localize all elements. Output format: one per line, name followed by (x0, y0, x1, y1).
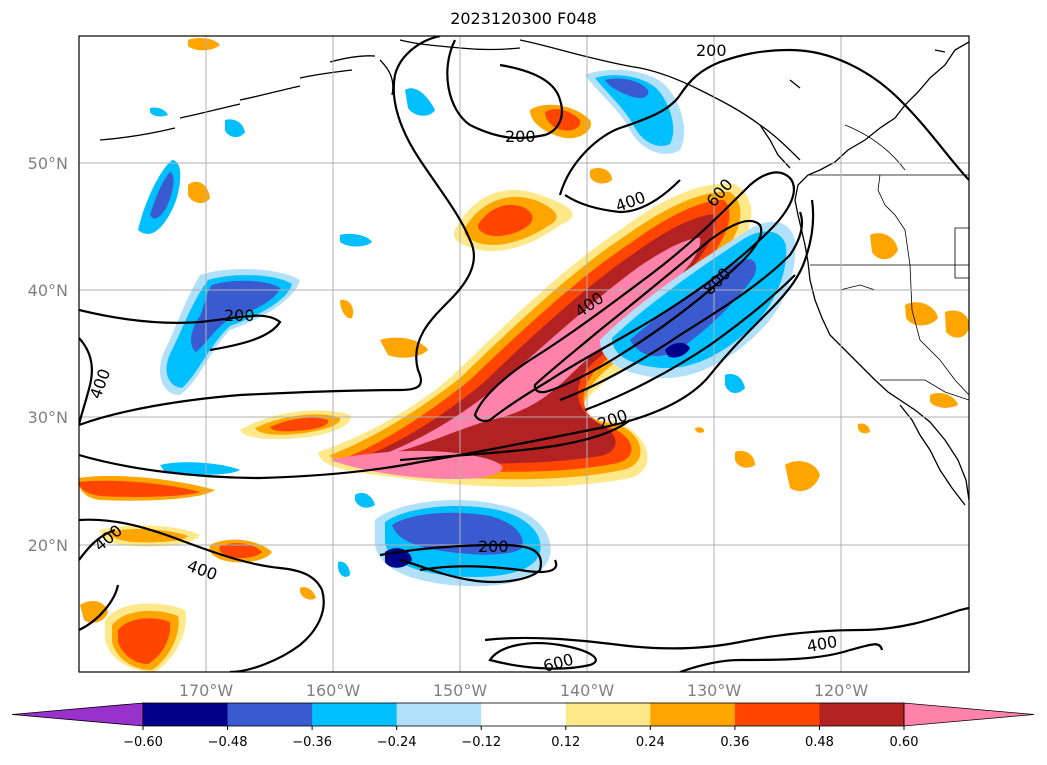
colorbar-tick-label: 0.60 (890, 735, 919, 750)
contour-label: 200 (505, 127, 536, 146)
lon-label: 170°W (179, 681, 234, 700)
colorbar-tick-label: −0.24 (377, 735, 417, 750)
lat-label: 30°N (28, 408, 68, 427)
colorbar-tick-label: −0.12 (461, 735, 501, 750)
lon-label: 130°W (687, 681, 742, 700)
colorbar: −0.60 −0.48 −0.36 −0.24 −0.12 0.12 0.24 0.36 0.4… (11, 702, 1035, 750)
contour-label: 200 (478, 537, 509, 556)
page-title: 2023120300 F048 (450, 9, 597, 28)
colorbar-bin (650, 703, 736, 726)
colorbar-bin (396, 703, 482, 726)
colorbar-bin (819, 703, 905, 726)
lon-label: 140°W (560, 681, 615, 700)
graticule (79, 36, 969, 672)
contour-label: 200 (224, 306, 255, 325)
map-frame (78, 35, 970, 673)
lat-label: 20°N (28, 536, 68, 555)
lat-label: 50°N (28, 154, 68, 173)
colorbar-bin (734, 703, 820, 726)
colorbar-tick-label: 0.48 (805, 735, 834, 750)
colorbar-extend-low (11, 702, 144, 727)
political-borders (808, 124, 969, 401)
colorbar-frame (142, 702, 905, 727)
colorbar-bin (312, 703, 398, 726)
lat-label: 40°N (28, 281, 68, 300)
colorbar-extend-high (903, 702, 1035, 727)
lon-label: 160°W (306, 681, 361, 700)
colorbar-bin (227, 703, 313, 726)
longitude-labels: 170°W 160°W 150°W 140°W 130°W 120°W (179, 681, 869, 700)
lon-label: 150°W (433, 681, 488, 700)
height-contours (79, 36, 969, 672)
latitude-labels: 50°N 40°N 30°N 20°N (28, 154, 68, 555)
colorbar-tick-label: 0.24 (636, 735, 665, 750)
colorbar-tick-label: −0.48 (208, 735, 248, 750)
lon-label: 120°W (814, 681, 869, 700)
colorbar-tick-label: −0.36 (292, 735, 332, 750)
colorbar-bin (481, 703, 567, 726)
colorbar-tick-label: 0.12 (551, 735, 580, 750)
colorbar-bin (565, 703, 651, 726)
colorbar-bin (143, 703, 229, 726)
contour-label: 600 (541, 650, 575, 676)
positive-anomaly-shading (79, 37, 969, 672)
contour-label: 200 (696, 41, 727, 60)
colorbar-tick-label: −0.60 (123, 735, 163, 750)
colorbar-tick-label: 0.36 (720, 735, 749, 750)
